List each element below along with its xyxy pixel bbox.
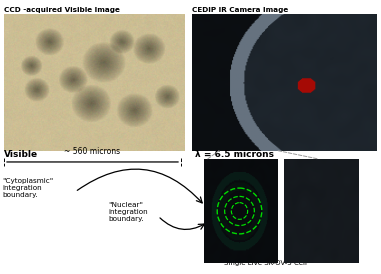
Text: Single Live SK-OV-3 Cell: Single Live SK-OV-3 Cell <box>224 260 306 266</box>
Text: "Cytoplasmic"
integration
boundary.: "Cytoplasmic" integration boundary. <box>2 178 53 198</box>
Text: Visible: Visible <box>4 150 38 159</box>
Text: λ = 6.5 microns: λ = 6.5 microns <box>195 150 274 159</box>
Text: CCD -acquired Visible Image: CCD -acquired Visible Image <box>4 7 120 13</box>
Text: "Nuclear"
integration
boundary.: "Nuclear" integration boundary. <box>108 202 147 222</box>
Text: CEDIP IR Camera Image: CEDIP IR Camera Image <box>192 7 289 13</box>
Text: ~ 560 microns: ~ 560 microns <box>64 147 120 156</box>
